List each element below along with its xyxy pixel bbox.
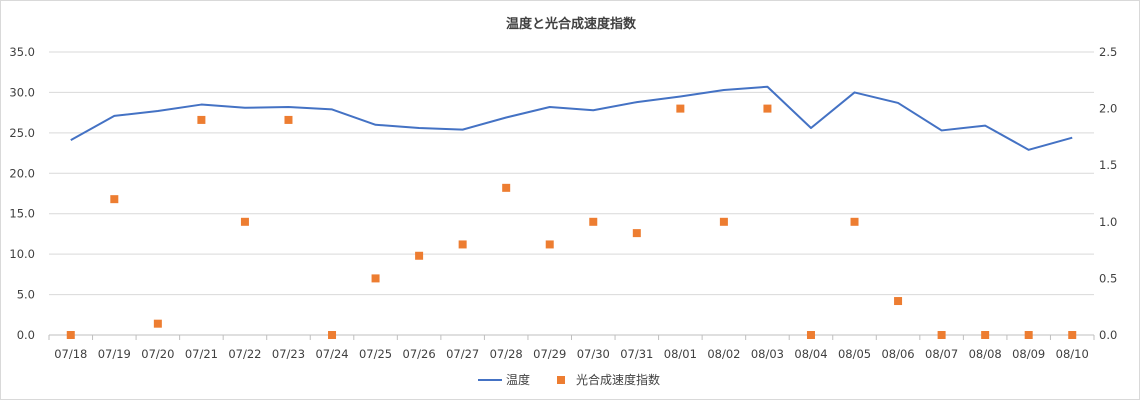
photosynthesis-point — [197, 115, 206, 124]
photosynthesis-point — [894, 297, 903, 306]
left-tick-label: 0.0 — [17, 328, 35, 342]
x-tick-label: 07/28 — [490, 347, 523, 361]
photosynthesis-point — [632, 229, 641, 238]
x-tick-label: 07/18 — [54, 347, 87, 361]
right-tick-label: 1.0 — [1099, 215, 1117, 229]
x-tick-label: 07/23 — [272, 347, 305, 361]
left-tick-label: 25.0 — [9, 126, 35, 140]
photosynthesis-point — [415, 251, 424, 260]
x-tick-label: 08/05 — [838, 347, 871, 361]
x-tick-label: 07/20 — [141, 347, 174, 361]
gridlines — [49, 51, 1094, 336]
right-tick-label: 0.5 — [1099, 271, 1117, 285]
left-tick-label: 35.0 — [9, 45, 35, 59]
temperature-series — [70, 85, 1073, 151]
right-tick-label: 2.5 — [1099, 45, 1117, 59]
chart-title: 温度と光合成速度指数 — [506, 16, 637, 32]
left-tick-label: 15.0 — [9, 207, 35, 221]
left-tick-label: 30.0 — [9, 85, 35, 99]
x-tick-label: 08/02 — [707, 347, 740, 361]
x-tick-label: 07/31 — [620, 347, 653, 361]
right-tick-label: 1.5 — [1099, 158, 1117, 172]
left-tick-label: 10.0 — [9, 247, 35, 261]
x-tick-label: 08/03 — [751, 347, 784, 361]
temperature-line — [70, 85, 1073, 151]
x-tick-label: 07/30 — [577, 347, 610, 361]
photosynthesis-point — [719, 217, 728, 226]
x-tick-label: 08/04 — [794, 347, 827, 361]
x-tick-label: 08/07 — [925, 347, 958, 361]
legend-label-temperature: 温度 — [506, 372, 530, 387]
right-tick-label: 2.0 — [1099, 102, 1117, 116]
photosynthesis-point — [981, 331, 990, 339]
x-tick-label: 07/25 — [359, 347, 392, 361]
x-tick-label: 08/08 — [969, 347, 1002, 361]
photosynthesis-point — [458, 240, 467, 249]
photosynthesis-point — [763, 104, 772, 113]
x-tick-label: 07/27 — [446, 347, 479, 361]
x-tick-label: 07/29 — [533, 347, 566, 361]
legend-label-photosynthesis: 光合成速度指数 — [576, 372, 660, 387]
photosynthesis-point — [937, 331, 946, 339]
x-tick-label: 08/09 — [1012, 347, 1045, 361]
photosynthesis-point — [545, 240, 554, 249]
right-tick-label: 0.0 — [1099, 328, 1117, 342]
x-tick-label: 07/19 — [98, 347, 131, 361]
photosynthesis-point — [806, 331, 815, 339]
photosynthesis-point — [371, 274, 380, 283]
photosynthesis-series — [66, 104, 1077, 339]
photosynthesis-point — [328, 331, 337, 339]
photosynthesis-point — [284, 115, 293, 124]
photosynthesis-point — [850, 217, 859, 226]
x-tick-label: 07/26 — [403, 347, 436, 361]
left-axis-ticks: 0.0 5.0 10.0 15.0 20.0 25.0 30.0 35.0 — [9, 45, 35, 342]
photosynthesis-point — [110, 195, 119, 204]
x-tick-label: 08/06 — [881, 347, 914, 361]
photosynthesis-point — [502, 183, 511, 192]
photosynthesis-point — [589, 217, 598, 226]
left-tick-label: 5.0 — [17, 288, 35, 302]
right-axis-ticks: 0.0 0.5 1.0 1.5 2.0 2.5 — [1099, 45, 1117, 342]
photosynthesis-point — [1068, 331, 1077, 339]
photosynthesis-point — [153, 319, 162, 328]
x-tick-label: 08/10 — [1056, 347, 1089, 361]
x-tick-label: 07/24 — [315, 347, 348, 361]
legend-square-marker — [557, 376, 565, 384]
x-tick-label: 08/01 — [664, 347, 697, 361]
photosynthesis-point — [240, 217, 249, 226]
x-tick-label: 07/22 — [228, 347, 261, 361]
photosynthesis-point — [66, 331, 75, 339]
left-tick-label: 20.0 — [9, 166, 35, 180]
photosynthesis-point — [676, 104, 685, 113]
chart-legend: 温度 光合成速度指数 — [478, 372, 660, 387]
x-tick-label: 07/21 — [185, 347, 218, 361]
photosynthesis-point — [1024, 331, 1033, 339]
x-axis-ticks: 07/18 07/19 07/20 07/21 07/22 07/23 07/24 07/25… — [48, 334, 1095, 361]
